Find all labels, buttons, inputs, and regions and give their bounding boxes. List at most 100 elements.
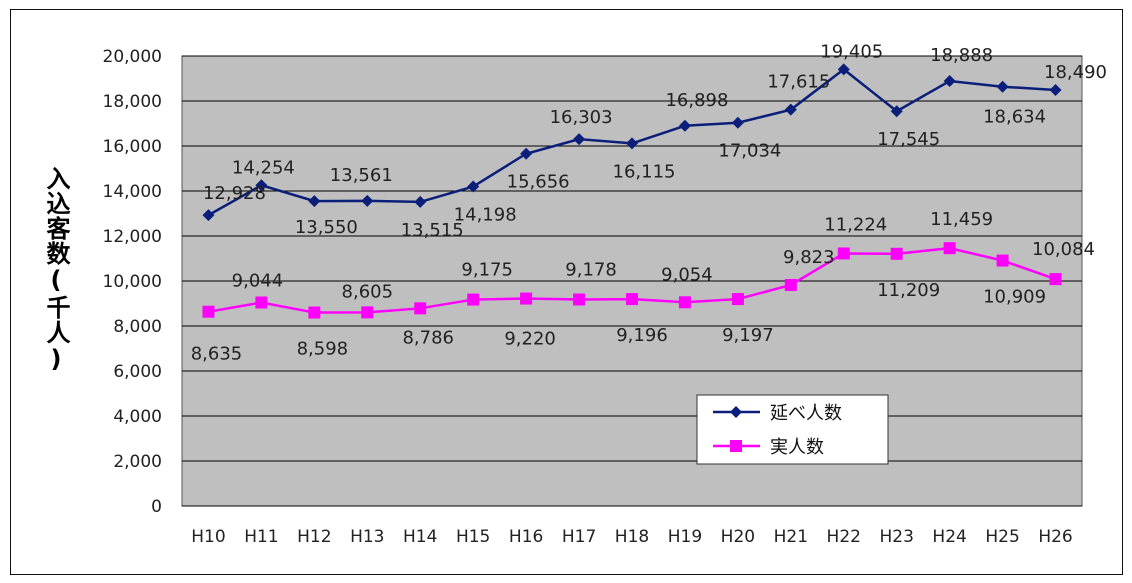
- y-tick-label: 8,000: [113, 317, 162, 337]
- square-marker: [784, 278, 797, 291]
- x-tick-label: H12: [297, 527, 331, 547]
- y-tick-label: 4,000: [113, 407, 162, 427]
- x-tick-label: H11: [244, 527, 278, 547]
- data-label: 13,550: [295, 217, 358, 238]
- x-tick-label: H16: [509, 527, 543, 547]
- data-label: 9,197: [722, 325, 774, 346]
- data-label: 14,198: [454, 205, 517, 226]
- data-label: 17,034: [718, 141, 781, 162]
- diamond-marker: [730, 406, 742, 418]
- data-label: 11,209: [877, 280, 940, 301]
- x-tick-label: H24: [932, 527, 966, 547]
- diamond-marker: [467, 180, 480, 193]
- square-marker: [996, 254, 1009, 267]
- square-marker: [626, 293, 638, 306]
- square-marker: [202, 305, 215, 318]
- diamond-marker: [202, 209, 215, 222]
- x-tick-label: H21: [774, 527, 808, 547]
- data-label: 12,928: [203, 183, 266, 204]
- square-marker: [361, 306, 374, 319]
- y-tick-label: 0: [151, 497, 162, 517]
- legend-box: [696, 394, 889, 465]
- data-label: 9,178: [565, 259, 617, 280]
- square-marker: [467, 293, 480, 306]
- y-tick-label: 12,000: [103, 227, 162, 247]
- diamond-marker: [943, 75, 956, 88]
- data-label: 9,175: [461, 260, 513, 281]
- diamond-marker: [414, 195, 427, 208]
- diamond-marker: [996, 80, 1009, 93]
- data-label: 13,515: [401, 220, 464, 241]
- x-tick-label: H19: [668, 527, 702, 547]
- x-tick-label: H22: [827, 527, 861, 547]
- diamond-marker: [890, 105, 903, 118]
- data-label: 9,196: [616, 325, 668, 346]
- x-tick-label: H13: [350, 527, 384, 547]
- diamond-marker: [308, 195, 321, 208]
- diamond-marker: [1049, 83, 1062, 96]
- data-label: 8,786: [402, 327, 454, 348]
- data-label: 16,303: [550, 107, 613, 128]
- data-label: 14,254: [232, 157, 295, 178]
- x-tick-label: H25: [985, 527, 1019, 547]
- diamond-marker: [573, 133, 586, 146]
- x-tick-label: H14: [403, 527, 437, 547]
- data-label: 17,545: [877, 129, 940, 150]
- data-label: 8,635: [191, 344, 243, 365]
- square-marker: [943, 242, 956, 255]
- data-label: 10,084: [1032, 239, 1095, 260]
- diamond-marker: [626, 137, 638, 150]
- y-tick-label: 14,000: [103, 182, 162, 202]
- data-label: 11,459: [930, 209, 993, 230]
- x-tick-label: H17: [562, 527, 596, 547]
- x-tick-label: H23: [879, 527, 913, 547]
- data-label: 9,054: [661, 264, 713, 285]
- square-marker: [837, 247, 850, 260]
- legend-label: 実人数: [770, 437, 824, 458]
- diamond-marker: [361, 194, 374, 207]
- data-label: 18,634: [983, 107, 1046, 128]
- square-marker: [890, 247, 903, 260]
- diamond-marker: [784, 103, 797, 116]
- data-label: 16,898: [665, 90, 728, 111]
- y-tick-label: 16,000: [103, 137, 162, 157]
- data-label: 17,615: [767, 72, 830, 93]
- square-marker: [308, 306, 321, 319]
- x-tick-label: H26: [1038, 527, 1072, 547]
- data-label: 9,044: [232, 271, 284, 292]
- diamond-marker: [520, 147, 533, 160]
- data-label: 10,909: [983, 287, 1046, 308]
- square-marker: [520, 292, 533, 305]
- diamond-marker: [678, 119, 691, 132]
- x-tick-label: H10: [191, 527, 225, 547]
- data-label: 19,405: [820, 41, 883, 62]
- legend-label: 延べ人数: [770, 403, 842, 424]
- y-tick-label: 6,000: [113, 362, 162, 382]
- data-label: 8,598: [297, 339, 349, 360]
- y-axis-label: 入込客数(千人): [42, 166, 70, 374]
- data-label: 18,490: [1044, 62, 1107, 83]
- x-tick-label: H18: [615, 527, 649, 547]
- square-marker: [573, 293, 586, 306]
- diamond-marker: [837, 63, 850, 76]
- square-marker: [730, 440, 742, 452]
- square-marker: [414, 302, 427, 315]
- data-label: 16,115: [613, 161, 676, 182]
- square-marker: [731, 293, 744, 306]
- square-marker: [1049, 273, 1062, 286]
- data-label: 9,823: [783, 247, 835, 268]
- data-label: 9,220: [504, 329, 556, 350]
- data-label: 18,888: [930, 45, 993, 66]
- square-marker: [255, 296, 268, 309]
- y-tick-label: 18,000: [103, 92, 162, 112]
- x-tick-label: H20: [721, 527, 755, 547]
- square-marker: [678, 296, 691, 309]
- y-tick-label: 10,000: [103, 272, 162, 292]
- diamond-marker: [255, 179, 268, 192]
- y-tick-label: 20,000: [103, 47, 162, 67]
- data-label: 13,561: [330, 165, 393, 186]
- diamond-marker: [731, 116, 744, 129]
- x-tick-label: H15: [456, 527, 490, 547]
